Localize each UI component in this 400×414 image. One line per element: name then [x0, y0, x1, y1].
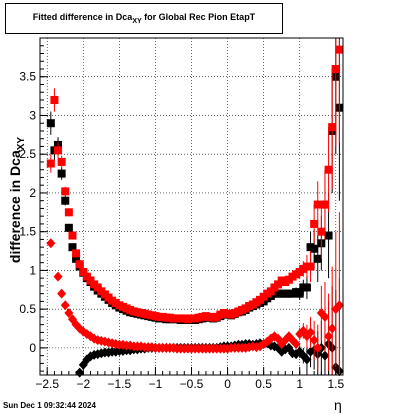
data-point-square [61, 196, 70, 205]
y-axis-label-subscript: XY [16, 137, 27, 151]
data-series [46, 38, 344, 378]
data-point-diamond [313, 342, 323, 353]
data-point-square [68, 231, 77, 240]
data-point-square [46, 119, 55, 128]
data-point-square [324, 231, 333, 240]
data-point-square [306, 262, 315, 271]
title-box: Fitted difference in DcaXY for Global Re… [5, 3, 283, 34]
y-axis-label: difference in DcaXY [7, 137, 27, 263]
data-point-diamond [302, 354, 312, 365]
data-point-square [310, 219, 319, 228]
x-tick-label: −0.5 [180, 377, 204, 391]
data-point-diamond [291, 339, 301, 350]
data-point-diamond [57, 288, 67, 299]
data-point-square [68, 243, 77, 252]
x-tick-label: −1.5 [108, 377, 132, 391]
data-point-diamond [64, 308, 74, 319]
data-point-diamond [60, 300, 70, 311]
y-axis-label-text: difference in Dca [7, 150, 23, 263]
chart-title-suffix: for Global Rec Pion EtapT [141, 12, 256, 22]
data-point-square [313, 254, 322, 263]
data-point-square [324, 165, 333, 174]
y-tick-label: 1 [29, 263, 36, 277]
timestamp: Sun Dec 1 09:32:44 2024 [3, 401, 96, 410]
x-tick-label: −1 [149, 377, 163, 391]
data-point-diamond [327, 323, 337, 334]
data-point-diamond [320, 311, 330, 322]
data-point-square [79, 267, 88, 276]
data-point-square [64, 223, 73, 232]
chart-title-subscript: XY [132, 17, 142, 25]
data-point-square [295, 289, 304, 298]
data-point-square [57, 169, 66, 178]
data-point-diamond [334, 300, 344, 311]
chart-title-prefix: Fitted difference in Dca [32, 12, 133, 22]
data-point-square [313, 200, 322, 209]
x-tick-label: −2 [76, 377, 90, 391]
y-tick-label: 0 [29, 341, 36, 355]
data-point-square [317, 227, 326, 236]
data-point-diamond [309, 335, 319, 346]
data-point-square [57, 157, 66, 166]
y-tick-label: 0.5 [19, 302, 36, 316]
data-point-square [64, 208, 73, 217]
data-point-square [75, 260, 84, 269]
data-point-square [331, 64, 340, 73]
data-point-square [320, 200, 329, 209]
data-point-square [328, 123, 337, 132]
x-tick-label: −2.5 [35, 377, 59, 391]
x-tick-label: 0 [224, 377, 231, 391]
y-tick-label: 2.5 [19, 147, 36, 161]
data-point-diamond [53, 271, 63, 282]
y-tick-label: 3.5 [19, 70, 36, 84]
grid [40, 38, 343, 375]
y-tick-label: 3 [29, 108, 36, 122]
data-point-square [72, 254, 81, 263]
data-point-diamond [306, 327, 316, 338]
x-tick-label: 1.5 [327, 377, 344, 391]
data-point-square [72, 249, 81, 258]
data-point-square [54, 146, 63, 155]
axis-ticks: −2.5 −2 −1.5 −1 −0.5 0 0.5 1 1.5 0 0.5 1 1.5 2 2.5 3 3.5 [19, 45, 344, 391]
x-axis-label: η [334, 397, 342, 413]
x-tick-label: 0.5 [255, 377, 272, 391]
y-tick-label: 1.5 [19, 225, 36, 239]
data-point-square [335, 45, 344, 54]
data-point-square [46, 159, 55, 168]
data-point-diamond [320, 350, 330, 361]
data-point-diamond [46, 238, 56, 249]
data-point-square [310, 244, 319, 253]
chart-title: Fitted difference in DcaXY for Global Re… [6, 12, 282, 25]
data-point-square [302, 283, 311, 292]
data-point-diamond [324, 331, 334, 342]
x-tick-label: 1 [296, 377, 303, 391]
y-tick-label: 2 [29, 186, 36, 200]
data-point-square [61, 187, 70, 196]
data-point-square [50, 95, 59, 104]
